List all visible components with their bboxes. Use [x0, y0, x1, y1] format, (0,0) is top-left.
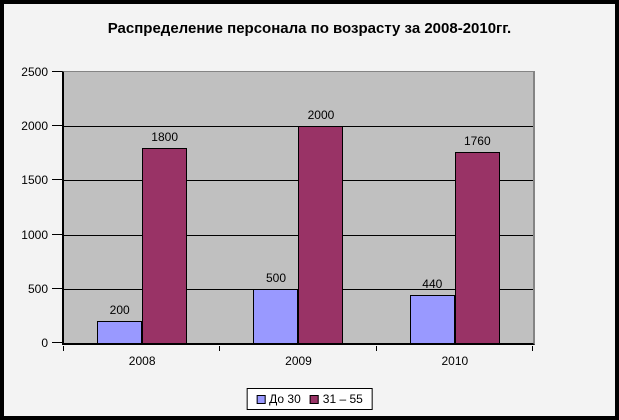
legend-label: До 30: [269, 392, 301, 406]
bar-group-2008: 200 1800: [64, 72, 220, 343]
y-axis-label: 2000: [21, 119, 48, 134]
y-axis-label: 1500: [21, 173, 48, 188]
y-axis-tick: [52, 179, 62, 181]
legend-label: 31 – 55: [322, 392, 363, 406]
y-axis-label: 2500: [21, 65, 48, 79]
bar-value-label: 1760: [463, 134, 491, 149]
x-axis-tick: [219, 346, 221, 351]
x-axis-label: 2010: [441, 354, 469, 368]
legend: До 30 31 – 55: [246, 388, 373, 410]
legend-item-2: 31 – 55: [309, 392, 363, 406]
bar-series2-2010: 1760: [454, 134, 500, 343]
bar-value-label: 2000: [307, 108, 335, 123]
chart-title: Распределение персонала по возрасту за 2…: [107, 20, 512, 37]
x-axis-label: 2008: [128, 354, 156, 368]
bar-group-2010: 440 1760: [377, 72, 533, 343]
y-axis-tick: [52, 233, 62, 235]
y-axis-label: 0: [41, 336, 48, 350]
plot-area: 0 500 1000 1500 2000 2500 2008 200 1800 2009 500 20…: [21, 65, 535, 368]
y-axis-label: 500: [27, 281, 48, 296]
legend-item-1: До 30: [256, 392, 301, 406]
y-axis-tick: [52, 342, 62, 343]
y-axis-tick: [52, 125, 62, 127]
y-axis-tick: [52, 287, 62, 289]
legend-swatch-icon: [256, 394, 266, 404]
bar-value-label: 440: [422, 277, 443, 292]
x-axis-label: 2009: [285, 354, 312, 368]
bar-value-label: 1800: [151, 129, 179, 144]
y-axis-tick: [52, 71, 62, 72]
bar-series1-2009: 500: [253, 271, 299, 343]
bar-series2-2009: 2000: [298, 108, 344, 343]
bar-series1-2010: 440: [409, 277, 455, 343]
legend-swatch-icon: [309, 394, 319, 404]
bar-series2-2008: 1800: [142, 130, 188, 343]
bar-series1-2008: 200: [97, 303, 143, 343]
x-axis-tick: [532, 346, 533, 351]
x-axis-tick: [375, 346, 377, 351]
y-axis-label: 1000: [21, 227, 48, 242]
bar-group-2009: 500 2000: [220, 72, 376, 343]
bar-value-label: 500: [265, 270, 286, 285]
x-axis-tick: [63, 346, 64, 351]
bar-value-label: 200: [109, 303, 130, 318]
